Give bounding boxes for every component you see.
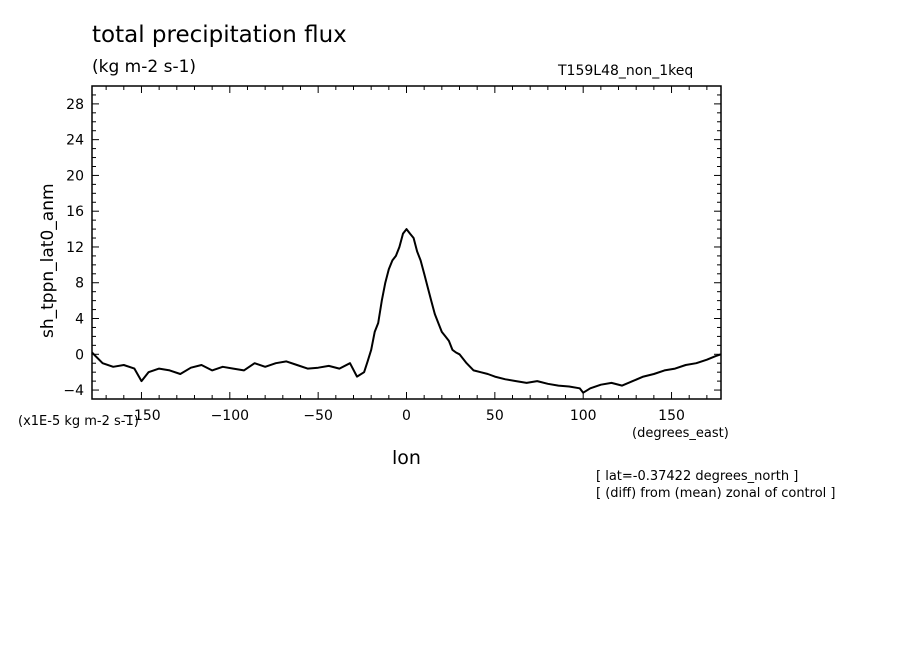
x-axis-label: lon bbox=[392, 447, 421, 469]
axis-ticks bbox=[92, 86, 721, 399]
x-tick-label: 50 bbox=[486, 408, 504, 424]
y-tick-label: 8 bbox=[75, 276, 84, 292]
y-tick-label: −4 bbox=[63, 383, 84, 399]
run-label: T159L48_non_1keq bbox=[558, 63, 694, 79]
y-tick-label: 0 bbox=[75, 347, 84, 363]
y-tick-label: 24 bbox=[66, 133, 84, 149]
x-tick-label: 100 bbox=[570, 408, 597, 424]
x-tick-label: −100 bbox=[211, 408, 249, 424]
x-axis-units: (degrees_east) bbox=[632, 426, 729, 441]
x-tick-label: −50 bbox=[303, 408, 333, 424]
y-tick-label: 16 bbox=[66, 204, 84, 220]
y-scale-note: (x1E-5 kg m-2 s-1) bbox=[18, 414, 139, 429]
x-tick-label: 150 bbox=[658, 408, 685, 424]
y-tick-label: 12 bbox=[66, 240, 84, 256]
chart-title: total precipitation flux bbox=[92, 22, 347, 48]
diff-note: [ (diff) from (mean) zonal of control ] bbox=[596, 486, 836, 501]
tick-labels: −150 −100 −50 0 50 100 150 −4 0 4 8 12 16 20 24 28 bbox=[63, 97, 685, 424]
x-tick-label: 0 bbox=[402, 408, 411, 424]
y-tick-label: 28 bbox=[66, 97, 84, 113]
chart-units: (kg m-2 s-1) bbox=[92, 57, 197, 77]
plot-frame bbox=[91, 85, 722, 400]
y-tick-label: 20 bbox=[66, 168, 84, 184]
y-tick-label: 4 bbox=[75, 312, 84, 328]
series-line bbox=[91, 228, 722, 394]
x-tick-label: −150 bbox=[122, 408, 160, 424]
latitude-note: [ lat=-0.37422 degrees_north ] bbox=[596, 469, 799, 484]
